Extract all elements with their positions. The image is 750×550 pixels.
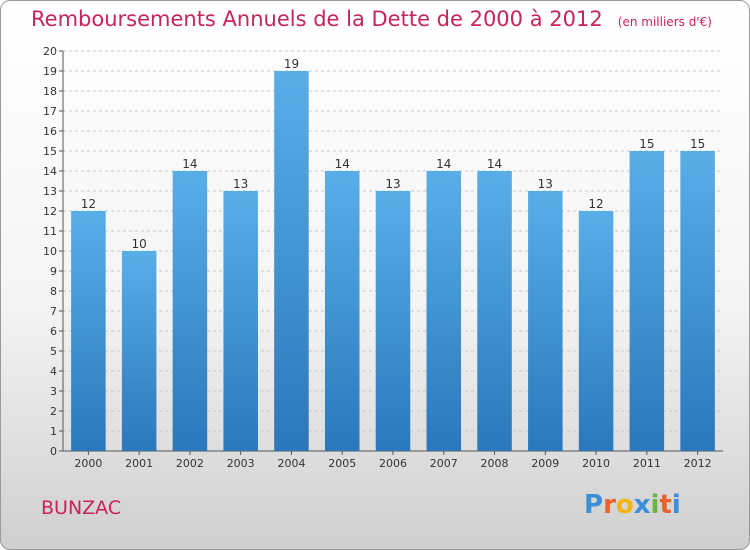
x-tick-label: 2009: [531, 457, 559, 470]
y-tick-label: 1: [50, 425, 57, 438]
x-tick-label: 2004: [277, 457, 305, 470]
y-tick-label: 6: [50, 325, 57, 338]
labels: 0123456789101112131415161718192012200010…: [43, 45, 712, 470]
y-tick-label: 0: [50, 445, 57, 458]
y-tick-label: 9: [50, 265, 57, 278]
bar-value-label: 10: [132, 237, 147, 251]
x-tick-label: 2012: [684, 457, 712, 470]
bars: [71, 71, 715, 451]
bar-value-label: 13: [233, 177, 248, 191]
y-tick-label: 12: [43, 205, 57, 218]
bar-value-label: 13: [538, 177, 553, 191]
bar: [528, 191, 563, 451]
chart-title-main: Remboursements Annuels de la Dette de 20…: [31, 7, 603, 31]
x-tick-label: 2005: [328, 457, 356, 470]
y-tick-label: 19: [43, 65, 57, 78]
y-tick-label: 18: [43, 85, 57, 98]
y-tick-label: 7: [50, 305, 57, 318]
x-tick-label: 2010: [582, 457, 610, 470]
chart-unit: (en milliers d'€): [617, 15, 712, 29]
x-tick-label: 2006: [379, 457, 407, 470]
y-tick-label: 13: [43, 185, 57, 198]
logo-letter: x: [633, 490, 651, 520]
proxiti-logo: Proxiti: [584, 490, 681, 520]
y-tick-label: 17: [43, 105, 57, 118]
y-tick-label: 15: [43, 145, 57, 158]
bar: [223, 191, 258, 451]
x-tick-label: 2008: [481, 457, 509, 470]
y-tick-label: 20: [43, 45, 57, 58]
bar: [375, 191, 411, 451]
bar: [71, 211, 106, 451]
bar-value-label: 14: [436, 157, 451, 171]
x-tick-label: 2003: [227, 457, 255, 470]
y-tick-label: 2: [50, 405, 57, 418]
bar: [477, 171, 512, 451]
y-tick-label: 5: [50, 345, 57, 358]
x-tick-label: 2007: [430, 457, 458, 470]
bar: [578, 211, 614, 451]
logo-letter: i: [650, 490, 660, 520]
bar: [426, 171, 462, 451]
logo-letter: r: [603, 490, 616, 520]
bar: [274, 71, 309, 451]
logo-letter: P: [584, 490, 604, 520]
logo-letter: o: [615, 490, 634, 520]
y-tick-label: 8: [50, 285, 57, 298]
bar: [680, 151, 715, 451]
logo-letter: t: [659, 490, 672, 520]
bar: [324, 171, 360, 451]
x-tick-label: 2002: [176, 457, 204, 470]
bar: [629, 151, 665, 451]
bar-value-label: 15: [690, 137, 705, 151]
bar-value-label: 12: [81, 197, 96, 211]
bar-value-label: 19: [284, 57, 299, 71]
y-tick-label: 10: [43, 245, 57, 258]
x-tick-label: 2000: [74, 457, 102, 470]
bar-value-label: 12: [588, 197, 603, 211]
place-name: BUNZAC: [41, 497, 122, 519]
y-tick-label: 11: [43, 225, 57, 238]
y-tick-label: 14: [43, 165, 57, 178]
y-tick-label: 4: [50, 365, 57, 378]
bar-value-label: 14: [182, 157, 197, 171]
bar: [121, 251, 157, 451]
chart-title: Remboursements Annuels de la Dette de 20…: [31, 7, 712, 31]
y-tick-label: 16: [43, 125, 57, 138]
y-tick-label: 3: [50, 385, 57, 398]
bar: [172, 171, 208, 451]
x-tick-label: 2001: [125, 457, 153, 470]
x-tick-label: 2011: [633, 457, 661, 470]
bar-value-label: 14: [487, 157, 502, 171]
logo-letter: i: [671, 490, 681, 520]
bar-value-label: 13: [385, 177, 400, 191]
bar-value-label: 14: [335, 157, 350, 171]
bar-value-label: 15: [639, 137, 654, 151]
